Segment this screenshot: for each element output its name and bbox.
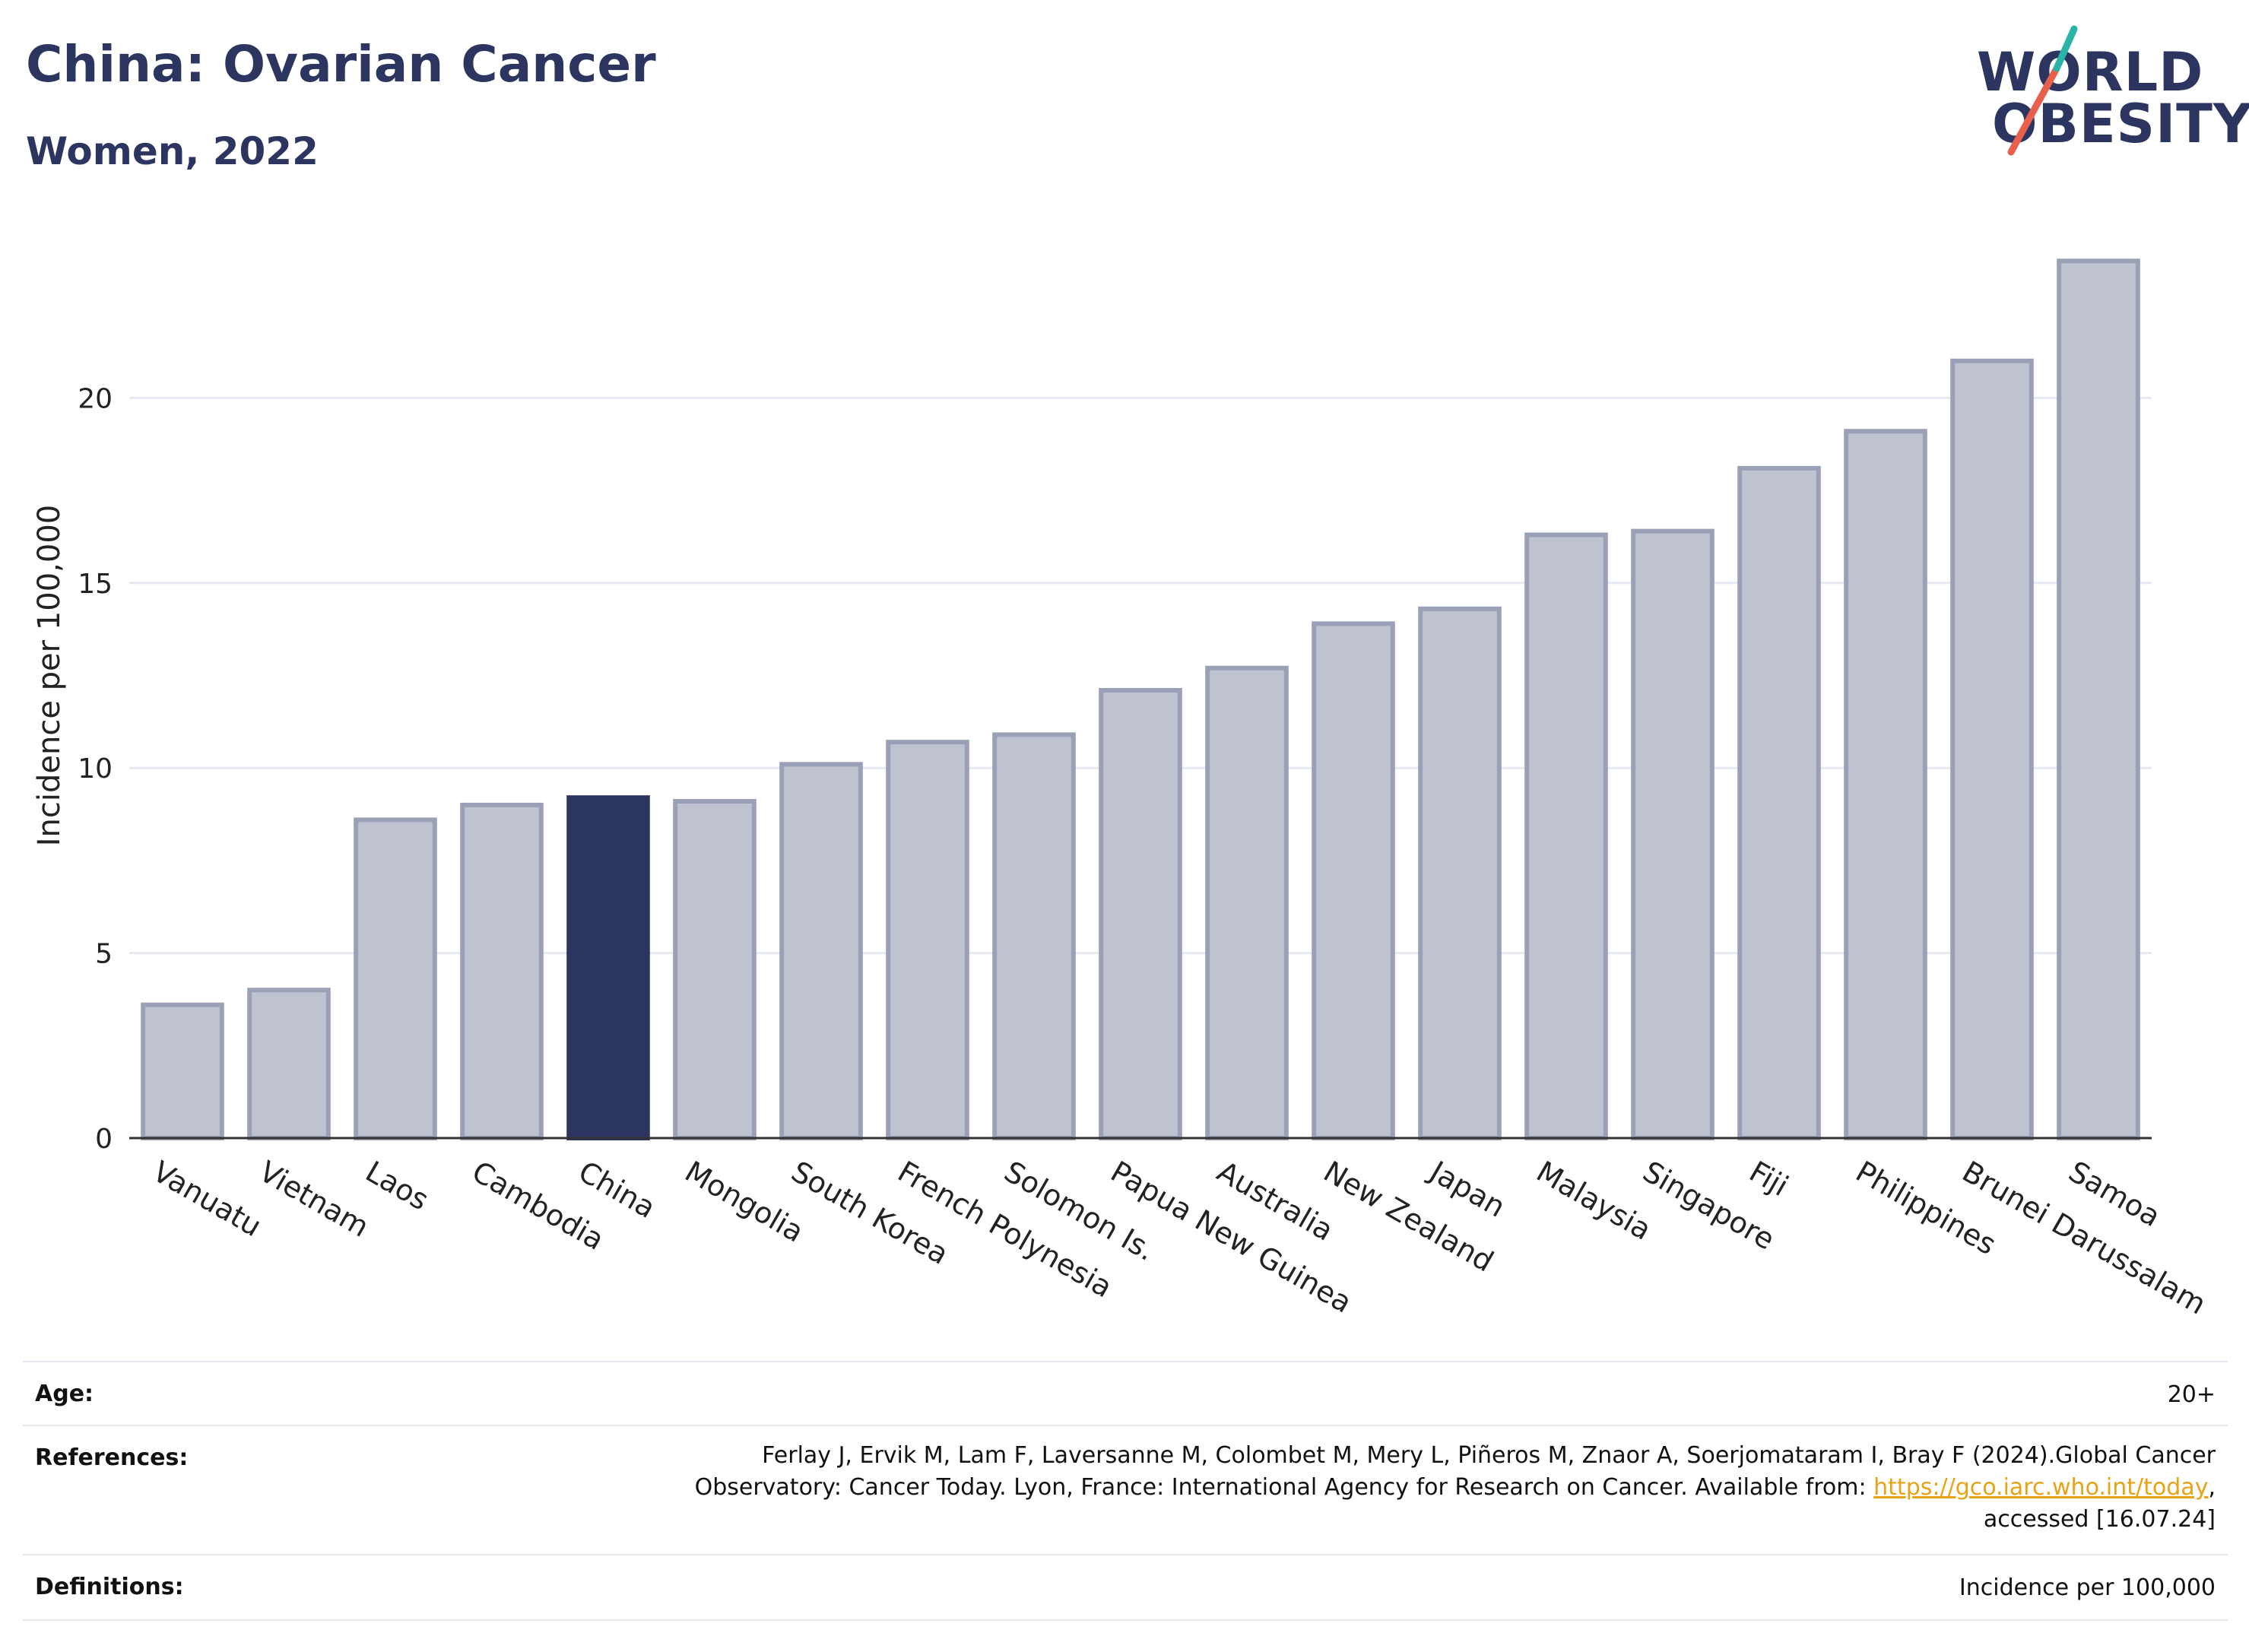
- references-line1: Ferlay J, Ervik M, Lam F, Laversanne M, …: [762, 1442, 2216, 1469]
- references-link[interactable]: https://gco.iarc.who.int/today: [1873, 1474, 2209, 1501]
- bar-australia: [1205, 665, 1289, 1140]
- logo-line1: WORLD: [1977, 41, 2204, 103]
- bar-papua-new-guinea: [1099, 687, 1182, 1140]
- x-tick-label: Vanuatu: [148, 1155, 268, 1243]
- meta-row-references: References: Ferlay J, Ervik M, Lam F, La…: [23, 1425, 2228, 1555]
- y-axis-label: Incidence per 100,000: [32, 505, 67, 847]
- bar-samoa: [2057, 258, 2140, 1140]
- age-label: Age:: [35, 1381, 94, 1407]
- bar-french-polynesia: [886, 740, 969, 1140]
- bar-philippines: [1844, 429, 1927, 1140]
- bar-brunei-darussalam: [1950, 358, 2034, 1141]
- bar-mongolia: [673, 799, 757, 1140]
- x-tick-label: Vietnam: [254, 1155, 375, 1244]
- bar-vietnam: [247, 988, 331, 1141]
- bar-solomon-is-: [992, 732, 1076, 1140]
- chart-title: China: Ovarian Cancer: [26, 35, 656, 94]
- bar-cambodia: [460, 802, 544, 1140]
- meta-row-age: Age: 20+: [23, 1361, 2228, 1426]
- logo-slash-icon: [2007, 25, 2078, 156]
- bar-japan: [1418, 606, 1502, 1140]
- world-obesity-logo: WORLD OBESITY: [1977, 23, 2249, 160]
- bar-vanuatu: [141, 1002, 224, 1140]
- definitions-label: Definitions:: [35, 1574, 184, 1600]
- bar-singapore: [1631, 528, 1715, 1140]
- y-tick-label: 5: [95, 939, 113, 970]
- references-line2: Observatory: Cancer Today. Lyon, France:…: [695, 1472, 2216, 1504]
- chart-subtitle: Women, 2022: [26, 129, 319, 173]
- age-value: 20+: [2167, 1381, 2216, 1408]
- definitions-value: Incidence per 100,000: [1959, 1574, 2216, 1601]
- y-tick-label: 15: [78, 569, 113, 600]
- y-tick-label: 0: [95, 1124, 113, 1155]
- references-line2-text: Observatory: Cancer Today. Lyon, France:…: [694, 1474, 1874, 1501]
- bar-chart: 0 5 10 15 20 Incidence per 100,000 VanuatuViet…: [32, 258, 2212, 1321]
- x-tick-label: Laos: [360, 1155, 435, 1217]
- bar-fiji: [1737, 465, 1821, 1140]
- bar-china: [566, 795, 650, 1141]
- y-tick-label: 10: [78, 753, 113, 785]
- references-line2-end: ,: [2208, 1474, 2216, 1501]
- references-value: Ferlay J, Ervik M, Lam F, Laversanne M, …: [695, 1440, 2216, 1536]
- bar-new-zealand: [1312, 621, 1395, 1140]
- x-tick-label: Fiji: [1744, 1155, 1794, 1203]
- bar-laos: [354, 817, 437, 1141]
- references-label: References:: [35, 1444, 189, 1471]
- bar-malaysia: [1524, 532, 1608, 1140]
- bar-south-korea: [779, 762, 863, 1140]
- x-tick-label: Mongolia: [680, 1155, 810, 1249]
- references-line3: accessed [16.07.24]: [1983, 1506, 2216, 1533]
- meta-row-definitions: Definitions: Incidence per 100,000: [23, 1554, 2228, 1621]
- y-tick-label: 20: [78, 383, 113, 414]
- x-tick-label: Malaysia: [1531, 1155, 1657, 1247]
